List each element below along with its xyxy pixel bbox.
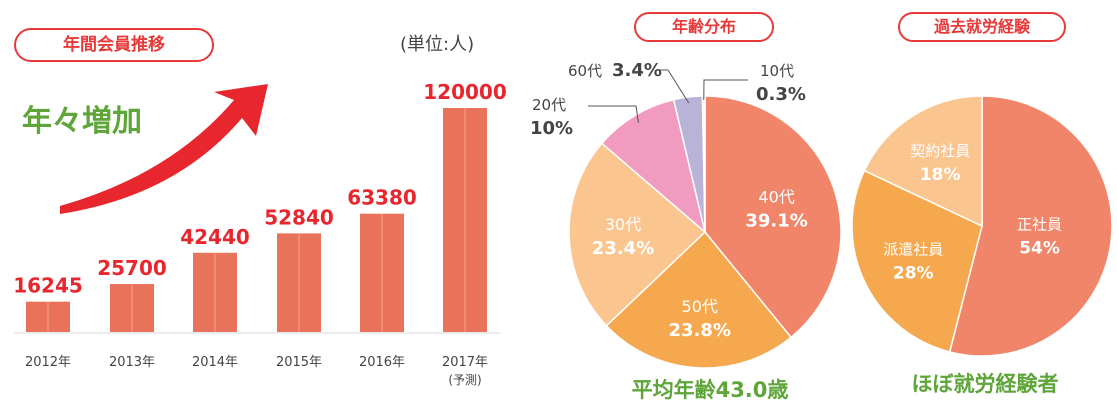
bar-chart-title: 年間会員推移	[14, 28, 214, 62]
exp-slice-1	[851, 169, 983, 353]
age-value-2: 23.4%	[592, 238, 654, 259]
x-tick-label-3: 2015年	[276, 355, 322, 370]
bar-value-label-3: 52840	[264, 205, 334, 229]
age-label-4: 60代	[568, 62, 602, 80]
bar-value-label-4: 63380	[347, 186, 417, 210]
bar-value-label-0: 16245	[13, 274, 83, 298]
exp-value-0: 54%	[1019, 238, 1060, 258]
bar-value-label-5: 120000	[423, 80, 507, 104]
age-value-5: 0.3%	[756, 84, 806, 105]
experience-summary: ほぼ就労経験者	[911, 372, 1059, 396]
age-value-4: 3.4%	[612, 60, 662, 81]
exp-slice-2	[863, 95, 983, 228]
growth-label: 年々増加	[22, 104, 142, 139]
age-leader-4	[656, 69, 690, 104]
age-label-3: 20代	[532, 96, 566, 114]
age-slice-2	[568, 142, 707, 327]
growth-arrow	[60, 84, 268, 214]
age-value-0: 39.1%	[745, 210, 807, 231]
age-summary: 平均年齢43.0歳	[631, 378, 789, 402]
exp-value-2: 18%	[920, 165, 961, 185]
bar-value-label-2: 42440	[180, 225, 250, 249]
x-tick-label-4: 2016年	[359, 355, 405, 370]
exp-label-1: 派遣社員	[883, 240, 943, 258]
bar-value-label-1: 25700	[97, 256, 167, 280]
age-chart-title: 年齢分布	[634, 12, 774, 42]
age-value-1: 23.8%	[668, 320, 730, 341]
exp-label-2: 契約社員	[910, 142, 970, 160]
age-label-0: 40代	[758, 187, 794, 206]
age-leader-5	[703, 79, 748, 101]
age-label-2: 30代	[605, 215, 641, 234]
age-label-1: 50代	[682, 297, 718, 316]
age-value-3: 10%	[530, 118, 573, 139]
age-slice-0	[704, 95, 842, 339]
x-tick-note-5: (予測)	[448, 373, 481, 387]
x-tick-label-0: 2012年	[25, 355, 71, 370]
exp-value-1: 28%	[893, 263, 934, 283]
x-tick-label-1: 2013年	[109, 355, 155, 370]
age-slice-1	[605, 230, 793, 369]
experience-chart-title: 過去就労経験	[898, 12, 1066, 42]
age-leader-3	[588, 105, 639, 123]
x-tick-label-5: 2017年	[442, 355, 488, 370]
x-tick-label-2: 2014年	[192, 355, 238, 370]
unit-label: (単位:人)	[400, 34, 475, 55]
exp-slice-0	[948, 95, 1113, 357]
age-slice-3	[600, 98, 707, 235]
exp-label-0: 正社員	[1017, 215, 1062, 233]
age-label-5: 10代	[760, 62, 794, 80]
